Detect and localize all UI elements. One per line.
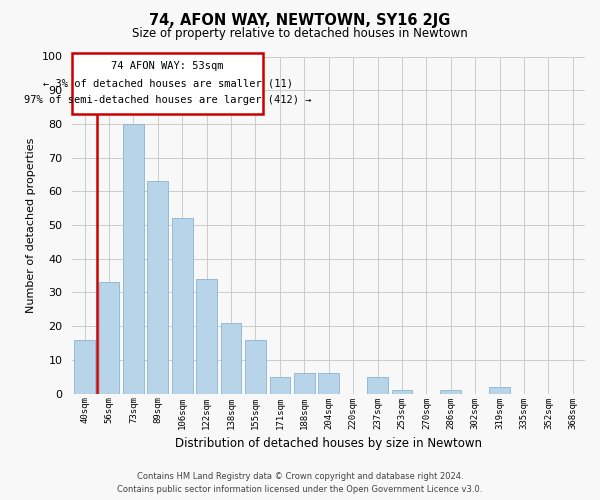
Bar bbox=[392, 390, 412, 394]
Bar bbox=[123, 124, 144, 394]
Bar bbox=[319, 374, 339, 394]
Bar bbox=[148, 181, 168, 394]
Text: 74 AFON WAY: 53sqm: 74 AFON WAY: 53sqm bbox=[112, 62, 224, 72]
Bar bbox=[269, 377, 290, 394]
Bar bbox=[489, 387, 510, 394]
Bar bbox=[98, 282, 119, 394]
Bar bbox=[367, 377, 388, 394]
Bar bbox=[440, 390, 461, 394]
Text: Contains HM Land Registry data © Crown copyright and database right 2024.
Contai: Contains HM Land Registry data © Crown c… bbox=[118, 472, 482, 494]
Bar bbox=[294, 374, 314, 394]
Y-axis label: Number of detached properties: Number of detached properties bbox=[26, 138, 36, 313]
Bar bbox=[74, 340, 95, 394]
Text: 74, AFON WAY, NEWTOWN, SY16 2JG: 74, AFON WAY, NEWTOWN, SY16 2JG bbox=[149, 12, 451, 28]
Text: 97% of semi-detached houses are larger (412) →: 97% of semi-detached houses are larger (… bbox=[24, 96, 311, 106]
Text: ← 3% of detached houses are smaller (11): ← 3% of detached houses are smaller (11) bbox=[43, 78, 293, 88]
FancyBboxPatch shape bbox=[73, 53, 263, 114]
Bar bbox=[172, 218, 193, 394]
Text: Size of property relative to detached houses in Newtown: Size of property relative to detached ho… bbox=[132, 28, 468, 40]
Bar bbox=[245, 340, 266, 394]
Bar bbox=[196, 279, 217, 394]
Bar bbox=[221, 323, 241, 394]
X-axis label: Distribution of detached houses by size in Newtown: Distribution of detached houses by size … bbox=[175, 437, 482, 450]
